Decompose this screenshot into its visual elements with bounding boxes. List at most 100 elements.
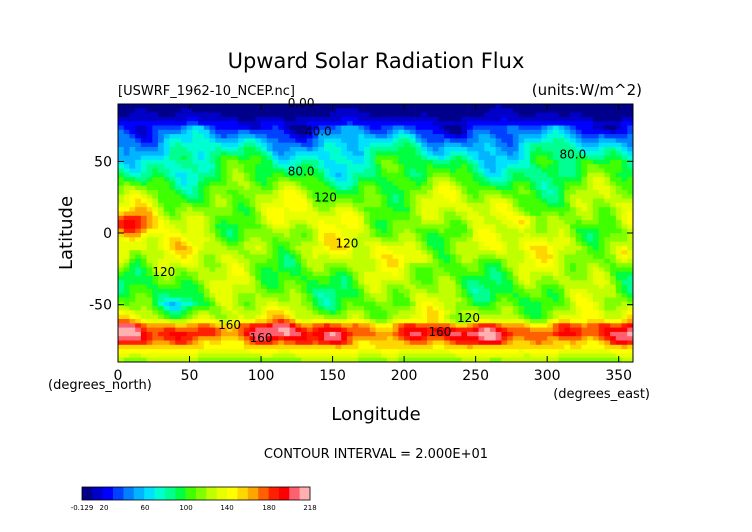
heatmap-cell [547, 276, 554, 281]
heatmap-cell [261, 228, 268, 234]
heatmap-cell [461, 331, 468, 337]
heatmap-cell [129, 293, 136, 298]
heatmap-cell [587, 164, 594, 169]
heatmap-cell [449, 331, 457, 337]
heatmap-cell [324, 220, 331, 225]
heatmap-cell [221, 215, 228, 221]
heatmap-cell [180, 224, 188, 230]
heatmap-cell [381, 211, 388, 217]
heatmap-cell [432, 301, 439, 307]
heatmap-cell [226, 331, 233, 337]
heatmap-cell [364, 159, 371, 165]
heatmap-cell [552, 190, 560, 195]
heatmap-cell [169, 104, 176, 109]
heatmap-cell [135, 116, 142, 122]
heatmap-cell [507, 271, 514, 277]
heatmap-cell [118, 159, 125, 165]
heatmap-cell [312, 198, 319, 204]
heatmap-cell [467, 207, 474, 212]
heatmap-cell [427, 125, 434, 131]
heatmap-cell [243, 147, 251, 152]
heatmap-cell [587, 177, 594, 182]
heatmap-cell [472, 129, 479, 135]
heatmap-cell [175, 138, 182, 144]
heatmap-cell [289, 336, 296, 341]
heatmap-cell [495, 108, 502, 113]
heatmap-cell [484, 250, 491, 255]
heatmap-cell [152, 310, 159, 316]
heatmap-cell [118, 293, 125, 298]
heatmap-cell [186, 125, 193, 131]
heatmap-cell [552, 271, 560, 277]
heatmap-cell [518, 147, 525, 152]
heatmap-cell [289, 104, 296, 109]
heatmap-cell [186, 147, 193, 152]
heatmap-cell [221, 224, 228, 230]
heatmap-cell [163, 168, 170, 174]
heatmap-cell [289, 263, 296, 268]
heatmap-cell [615, 288, 622, 294]
heatmap-cell [530, 151, 537, 156]
heatmap-cell [272, 129, 279, 135]
heatmap-cell [501, 319, 508, 324]
heatmap-cell [398, 224, 405, 230]
heatmap-cell [604, 271, 611, 277]
heatmap-cell [524, 250, 531, 255]
heatmap-cell [238, 125, 245, 131]
heatmap-cell [312, 263, 319, 268]
heatmap-cell [158, 233, 165, 238]
heatmap-cell [255, 250, 262, 255]
heatmap-cell [610, 228, 617, 234]
heatmap-cell [226, 228, 233, 234]
heatmap-cell [575, 177, 582, 182]
heatmap-cell [621, 181, 628, 187]
heatmap-cell [472, 314, 479, 320]
heatmap-cell [158, 164, 165, 169]
heatmap-cell [118, 306, 125, 311]
heatmap-cell [501, 250, 508, 255]
heatmap-cell [272, 314, 279, 320]
heatmap-cell [215, 340, 222, 346]
heatmap-cell [610, 276, 617, 281]
heatmap-cell [581, 134, 588, 139]
heatmap-cell [146, 245, 153, 251]
heatmap-cell [386, 241, 394, 247]
heatmap-cell [461, 237, 468, 242]
heatmap-cell [335, 293, 342, 298]
heatmap-cell [192, 284, 199, 290]
heatmap-cell [243, 263, 251, 268]
heatmap-cell [163, 164, 170, 169]
heatmap-cell [129, 164, 136, 169]
heatmap-cell [381, 224, 388, 230]
heatmap-cell [369, 215, 376, 221]
heatmap-cell [518, 215, 525, 221]
heatmap-cell [467, 172, 474, 178]
heatmap-cell [484, 172, 491, 178]
heatmap-cell [249, 258, 256, 264]
heatmap-cell [375, 155, 382, 161]
heatmap-cell [255, 129, 262, 135]
heatmap-cell [404, 198, 411, 204]
heatmap-cell [484, 228, 491, 234]
heatmap-cell [255, 263, 262, 268]
heatmap-cell [575, 142, 582, 148]
heatmap-cell [215, 177, 222, 182]
heatmap-cell [198, 280, 205, 285]
heatmap-cell [501, 134, 508, 139]
heatmap-cell [421, 224, 428, 230]
heatmap-cell [570, 254, 577, 260]
heatmap-cell [295, 190, 302, 195]
heatmap-cell [604, 297, 611, 303]
heatmap-cell [484, 190, 491, 195]
heatmap-cell [369, 104, 376, 109]
heatmap-cell [180, 151, 188, 156]
heatmap-cell [341, 241, 348, 247]
heatmap-cell [444, 159, 451, 165]
heatmap-cell [358, 336, 365, 341]
heatmap-cell [238, 250, 245, 255]
heatmap-cell [221, 155, 228, 161]
heatmap-cell [581, 250, 588, 255]
heatmap-cell [615, 245, 622, 251]
heatmap-cell [518, 288, 525, 294]
heatmap-cell [295, 142, 302, 148]
